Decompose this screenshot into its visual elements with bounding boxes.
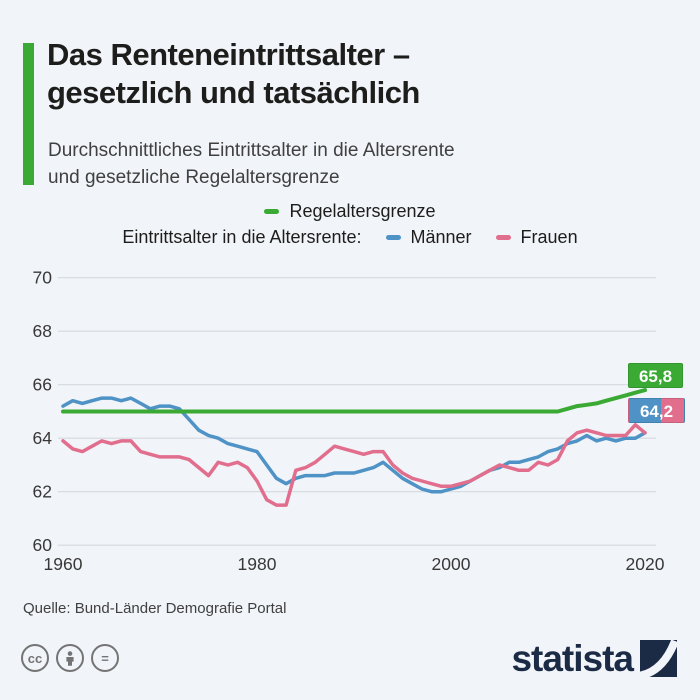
- frauen-line-icon: [495, 235, 511, 240]
- legend-label-frauen: Frauen: [520, 227, 578, 247]
- legend-row-eintrittsalter: Eintrittsalter in die Altersrente: Männe…: [0, 227, 700, 248]
- legend-label-maenner: Männer: [410, 227, 472, 247]
- x-tick-label-1960: 1960: [44, 554, 83, 574]
- statista-wordmark: statista: [511, 638, 634, 679]
- subtitle-line-2: und gesetzliche Regelaltersgrenze: [48, 167, 340, 188]
- y-tick-label-70: 70: [33, 268, 53, 288]
- title-accent-bar: [23, 43, 34, 185]
- series-line-männer: [61, 396, 647, 494]
- y-tick-label-64: 64: [33, 428, 53, 448]
- page-subtitle: Durchschnittliches Eintrittsalter in die…: [48, 137, 455, 191]
- source-note: Quelle: Bund-Länder Demografie Portal: [23, 600, 287, 617]
- y-tick-label-66: 66: [33, 375, 52, 395]
- legend-item-frauen: Frauen: [495, 227, 578, 248]
- y-tick-label-60: 60: [33, 535, 53, 555]
- legend-label-regelaltersgrenze: Regelaltersgrenze: [289, 201, 436, 221]
- nd-license-icon: =: [91, 644, 119, 672]
- attribution-person-glyph: [66, 650, 74, 666]
- legend-label-eintrittsalter: Eintrittsalter in die Altersrente:: [122, 227, 362, 247]
- x-tick-label-1980: 1980: [238, 554, 277, 574]
- attribution-person-icon: [56, 644, 84, 672]
- regelaltersgrenze-line-icon: [264, 209, 280, 214]
- x-tick-label-2000: 2000: [432, 554, 471, 574]
- license-icons: cc =: [21, 644, 119, 672]
- page-title: Das Renteneintrittsalter – gesetzlich un…: [47, 36, 420, 112]
- legend-row-regelaltersgrenze: Regelaltersgrenze: [0, 201, 700, 222]
- y-tick-label-68: 68: [33, 321, 52, 341]
- legend-item-maenner: Männer: [385, 227, 472, 248]
- y-tick-label-62: 62: [33, 482, 52, 502]
- x-tick-label-2020: 2020: [626, 554, 665, 574]
- statista-logo: statista: [511, 640, 677, 677]
- title-line-2: gesetzlich und tatsächlich: [47, 75, 420, 110]
- subtitle-line-1: Durchschnittliches Eintrittsalter in die…: [48, 140, 455, 161]
- end-value-label-regelaltersgrenze: 65,8: [628, 363, 683, 388]
- maenner-line-icon: [385, 235, 401, 240]
- title-line-1: Das Renteneintrittsalter –: [47, 37, 410, 72]
- series-line-regelaltersgrenze: [61, 388, 647, 414]
- end-value-label-maenner-frauen: 64,2: [628, 398, 685, 423]
- cc-icon: cc: [21, 644, 49, 672]
- chart-legend: Regelaltersgrenze Eintrittsalter in die …: [0, 201, 700, 248]
- statista-logo-icon: [640, 640, 677, 677]
- series-line-frauen: [61, 423, 647, 507]
